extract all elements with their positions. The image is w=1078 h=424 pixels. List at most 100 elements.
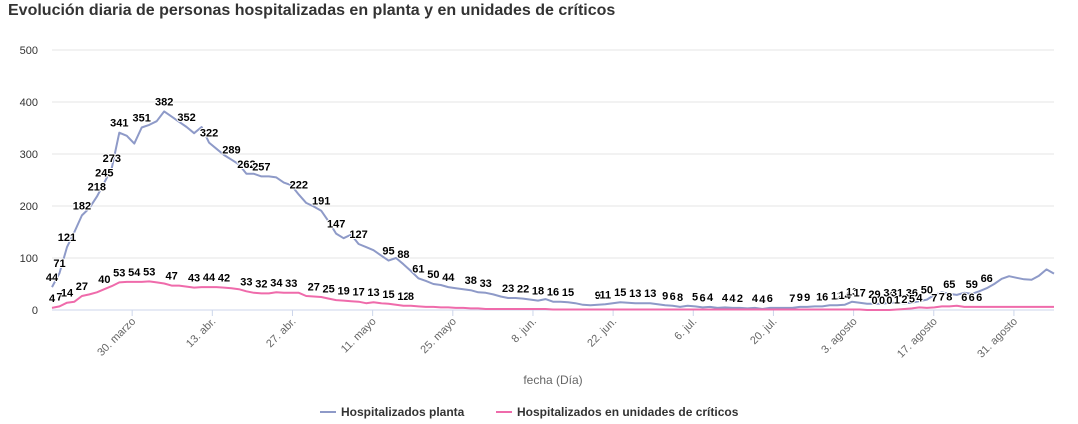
data-label: 33 [240, 276, 252, 288]
data-label: 88 [397, 249, 409, 261]
data-label: 44 [442, 272, 455, 284]
data-label: 9 [662, 290, 668, 302]
data-label: 13 [846, 287, 858, 299]
data-label: 382 [155, 96, 173, 108]
data-label: 8 [677, 292, 683, 304]
data-label: 6 [699, 292, 705, 304]
data-label: 15 [562, 287, 574, 299]
series-line-0[interactable] [51, 110, 1055, 310]
data-label: 50 [427, 269, 439, 281]
data-label: 7 [789, 293, 795, 305]
data-label: 5 [909, 293, 915, 305]
data-label: 25 [323, 284, 335, 296]
data-label: 31 [891, 288, 903, 300]
data-label: 257 [252, 161, 270, 173]
x-tick-label: 6. jul. [672, 316, 699, 343]
y-tick-label: 300 [20, 149, 38, 161]
data-label: 7 [939, 291, 945, 303]
data-label: 8 [408, 291, 414, 303]
data-label: 38 [465, 275, 477, 287]
data-label: 71 [53, 258, 65, 270]
data-label: 262 [237, 159, 255, 171]
data-label: 2 [737, 293, 743, 305]
data-label: 7 [56, 291, 62, 303]
data-label: 43 [188, 273, 200, 285]
data-label: 44 [203, 272, 216, 284]
data-label: 18 [532, 286, 544, 298]
data-label: 4 [729, 293, 736, 305]
data-label: 44 [46, 272, 59, 284]
data-label: 4 [752, 293, 759, 305]
x-tick-label: 27. abr. [264, 316, 298, 350]
data-label: 14 [61, 288, 74, 300]
data-label: 1 [894, 294, 900, 306]
data-label: 15 [614, 287, 626, 299]
data-label: 16 [547, 287, 559, 299]
data-label: 22 [517, 284, 529, 296]
data-label: 50 [921, 285, 933, 297]
data-label: 222 [290, 180, 308, 192]
x-axis: 30. marzo 13. abr. 27. abr. 11. mayo 25. may… [52, 309, 1054, 361]
data-label: 29 [868, 289, 880, 301]
data-label: 4 [49, 293, 56, 305]
data-label: 13 [644, 288, 656, 300]
data-label: 289 [222, 145, 240, 157]
data-label: 59 [966, 279, 978, 291]
data-label: 218 [88, 182, 106, 194]
data-label: 15 [382, 289, 394, 301]
legend-label: Hospitalizados en unidades de críticos [517, 405, 739, 419]
x-tick-label: 17. agosto [895, 316, 940, 361]
data-label: 36 [906, 288, 918, 300]
series-lines [51, 110, 1055, 311]
data-label: 34 [883, 288, 896, 300]
data-label: 352 [177, 112, 195, 124]
y-tick-label: 100 [20, 253, 38, 265]
data-label: 17 [853, 288, 865, 300]
data-label: 6 [670, 291, 676, 303]
data-label: 33 [480, 278, 492, 290]
legend-item-1[interactable]: Hospitalizados en unidades de críticos [496, 405, 739, 419]
data-label: 12 [831, 290, 843, 302]
x-tick-label: 20. jul. [748, 316, 779, 347]
legend-item-0[interactable]: Hospitalizados planta [320, 405, 465, 419]
x-tick-label: 11. mayo [339, 316, 379, 356]
x-tick-label: 25. mayo [418, 316, 458, 356]
data-label: 191 [312, 196, 330, 208]
y-tick-label: 400 [20, 97, 38, 109]
data-label: 6 [969, 292, 975, 304]
grid-lines [52, 49, 1054, 311]
data-label: 6 [767, 293, 773, 305]
data-label: 147 [327, 219, 345, 231]
data-label: 0 [879, 295, 885, 307]
chart-title: Evolución diaria de personas hospitaliza… [8, 2, 616, 19]
data-label: 6 [961, 292, 967, 304]
y-tick-label: 500 [20, 45, 38, 57]
series-line-1[interactable] [51, 280, 1054, 311]
data-label: 9 [804, 292, 810, 304]
x-tick-label: 13. abr. [184, 316, 218, 350]
y-axis: 0 100 200 300 400 500 [20, 45, 38, 317]
data-label: 351 [133, 112, 151, 124]
data-label: 16 [816, 291, 828, 303]
data-label: 322 [200, 128, 218, 140]
data-label: 13 [629, 288, 641, 300]
data-label: 19 [338, 286, 350, 298]
data-label: 273 [103, 153, 121, 165]
data-label: 23 [502, 283, 514, 295]
legend[interactable]: Hospitalizados planta Hospitalizados en u… [320, 405, 739, 419]
data-label: 11 [600, 289, 612, 301]
data-label: 4 [722, 292, 729, 304]
data-label: 14 [839, 290, 852, 302]
x-axis-title: fecha (Día) [523, 373, 582, 387]
data-label: 61 [412, 263, 424, 275]
data-label: 4 [707, 292, 714, 304]
data-label: 33 [285, 278, 297, 290]
x-tick-label: 31. agosto [975, 316, 1020, 361]
x-tick-label: 3. agosto [819, 316, 859, 356]
data-label: 12 [397, 291, 409, 303]
data-label: 4 [759, 294, 766, 306]
data-label: 42 [218, 273, 230, 285]
data-label: 9 [797, 292, 803, 304]
data-label: 8 [946, 291, 952, 303]
